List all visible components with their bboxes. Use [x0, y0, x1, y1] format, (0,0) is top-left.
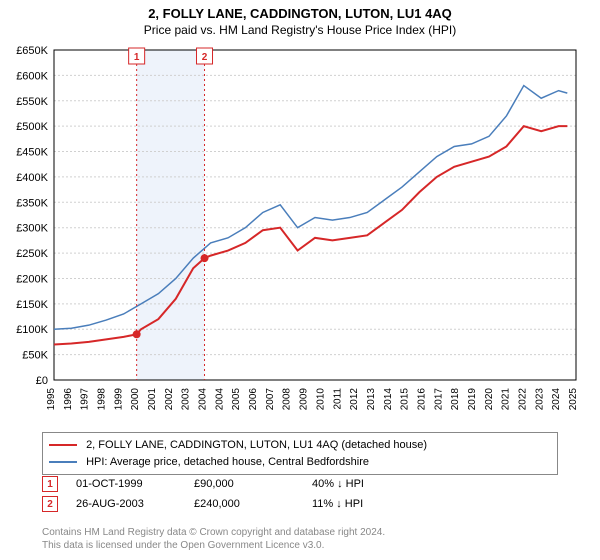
- svg-text:2022: 2022: [517, 388, 528, 411]
- sale-row-1: 1 01-OCT-1999 £90,000 40% ↓ HPI: [42, 474, 558, 494]
- chart-subtitle: Price paid vs. HM Land Registry's House …: [0, 21, 600, 37]
- sale-marker-1: 1: [42, 476, 58, 492]
- svg-text:£500K: £500K: [16, 121, 48, 133]
- svg-text:2025: 2025: [568, 388, 579, 411]
- sale-date-1: 01-OCT-1999: [76, 478, 176, 490]
- svg-text:1995: 1995: [46, 388, 57, 411]
- svg-text:2: 2: [202, 52, 208, 63]
- svg-text:£300K: £300K: [16, 223, 48, 235]
- svg-text:2016: 2016: [416, 388, 427, 411]
- svg-text:£0: £0: [36, 375, 48, 387]
- sale-delta-1: 40% ↓ HPI: [312, 478, 412, 490]
- svg-text:2007: 2007: [265, 388, 276, 411]
- svg-text:2021: 2021: [501, 388, 512, 411]
- svg-text:£650K: £650K: [16, 45, 48, 57]
- svg-text:2011: 2011: [332, 388, 343, 410]
- svg-text:2015: 2015: [400, 388, 411, 411]
- svg-text:2010: 2010: [315, 388, 326, 411]
- svg-text:2005: 2005: [231, 388, 242, 411]
- svg-text:£50K: £50K: [22, 350, 48, 362]
- svg-text:£200K: £200K: [16, 273, 48, 285]
- legend-label-1: 2, FOLLY LANE, CADDINGTON, LUTON, LU1 4A…: [86, 439, 427, 451]
- chart-container: 2, FOLLY LANE, CADDINGTON, LUTON, LU1 4A…: [0, 0, 600, 560]
- svg-text:£250K: £250K: [16, 248, 48, 260]
- license-text: Contains HM Land Registry data © Crown c…: [42, 526, 385, 552]
- svg-text:£550K: £550K: [16, 96, 48, 108]
- svg-text:£350K: £350K: [16, 197, 48, 209]
- legend-swatch-1: [49, 444, 77, 446]
- svg-text:1997: 1997: [80, 388, 91, 411]
- svg-text:2017: 2017: [433, 388, 444, 411]
- svg-text:2000: 2000: [130, 388, 141, 411]
- legend-item-1: 2, FOLLY LANE, CADDINGTON, LUTON, LU1 4A…: [49, 437, 551, 454]
- svg-text:2013: 2013: [366, 388, 377, 411]
- svg-text:£400K: £400K: [16, 172, 48, 184]
- legend-swatch-2: [49, 461, 77, 463]
- svg-text:2024: 2024: [551, 388, 562, 411]
- svg-text:£100K: £100K: [16, 324, 48, 336]
- svg-text:2009: 2009: [299, 388, 310, 411]
- svg-text:£450K: £450K: [16, 147, 48, 159]
- license-line-1: Contains HM Land Registry data © Crown c…: [42, 526, 385, 539]
- svg-text:1999: 1999: [113, 388, 124, 411]
- license-line-2: This data is licensed under the Open Gov…: [42, 539, 385, 552]
- svg-text:2004: 2004: [198, 388, 209, 411]
- chart-title: 2, FOLLY LANE, CADDINGTON, LUTON, LU1 4A…: [0, 0, 600, 21]
- legend-label-2: HPI: Average price, detached house, Cent…: [86, 456, 369, 468]
- svg-text:2002: 2002: [164, 388, 175, 411]
- sale-date-2: 26-AUG-2003: [76, 498, 176, 510]
- sale-marker-2: 2: [42, 496, 58, 512]
- svg-text:1998: 1998: [97, 388, 108, 411]
- svg-text:1996: 1996: [63, 388, 74, 411]
- svg-text:2018: 2018: [450, 388, 461, 411]
- sales-table: 1 01-OCT-1999 £90,000 40% ↓ HPI 2 26-AUG…: [42, 474, 558, 514]
- sale-price-2: £240,000: [194, 498, 294, 510]
- sale-row-2: 2 26-AUG-2003 £240,000 11% ↓ HPI: [42, 494, 558, 514]
- svg-text:2023: 2023: [534, 388, 545, 411]
- sale-price-1: £90,000: [194, 478, 294, 490]
- svg-text:2004: 2004: [214, 388, 225, 411]
- sale-delta-2: 11% ↓ HPI: [312, 498, 412, 510]
- chart-area: £0 £50K £100K £150K £200K £250K £300K £350K £400…: [0, 42, 600, 422]
- svg-text:2001: 2001: [147, 388, 158, 411]
- svg-text:2012: 2012: [349, 388, 360, 411]
- svg-text:2019: 2019: [467, 388, 478, 411]
- svg-text:2014: 2014: [383, 388, 394, 411]
- legend: 2, FOLLY LANE, CADDINGTON, LUTON, LU1 4A…: [42, 432, 558, 475]
- chart-svg: £0 £50K £100K £150K £200K £250K £300K £350K £400…: [0, 42, 600, 422]
- svg-text:£150K: £150K: [16, 299, 48, 311]
- svg-text:2006: 2006: [248, 388, 259, 411]
- legend-item-2: HPI: Average price, detached house, Cent…: [49, 454, 551, 471]
- svg-text:1: 1: [134, 52, 140, 63]
- svg-text:£600K: £600K: [16, 70, 48, 82]
- svg-text:2020: 2020: [484, 388, 495, 411]
- svg-text:2008: 2008: [282, 388, 293, 411]
- svg-text:2003: 2003: [181, 388, 192, 411]
